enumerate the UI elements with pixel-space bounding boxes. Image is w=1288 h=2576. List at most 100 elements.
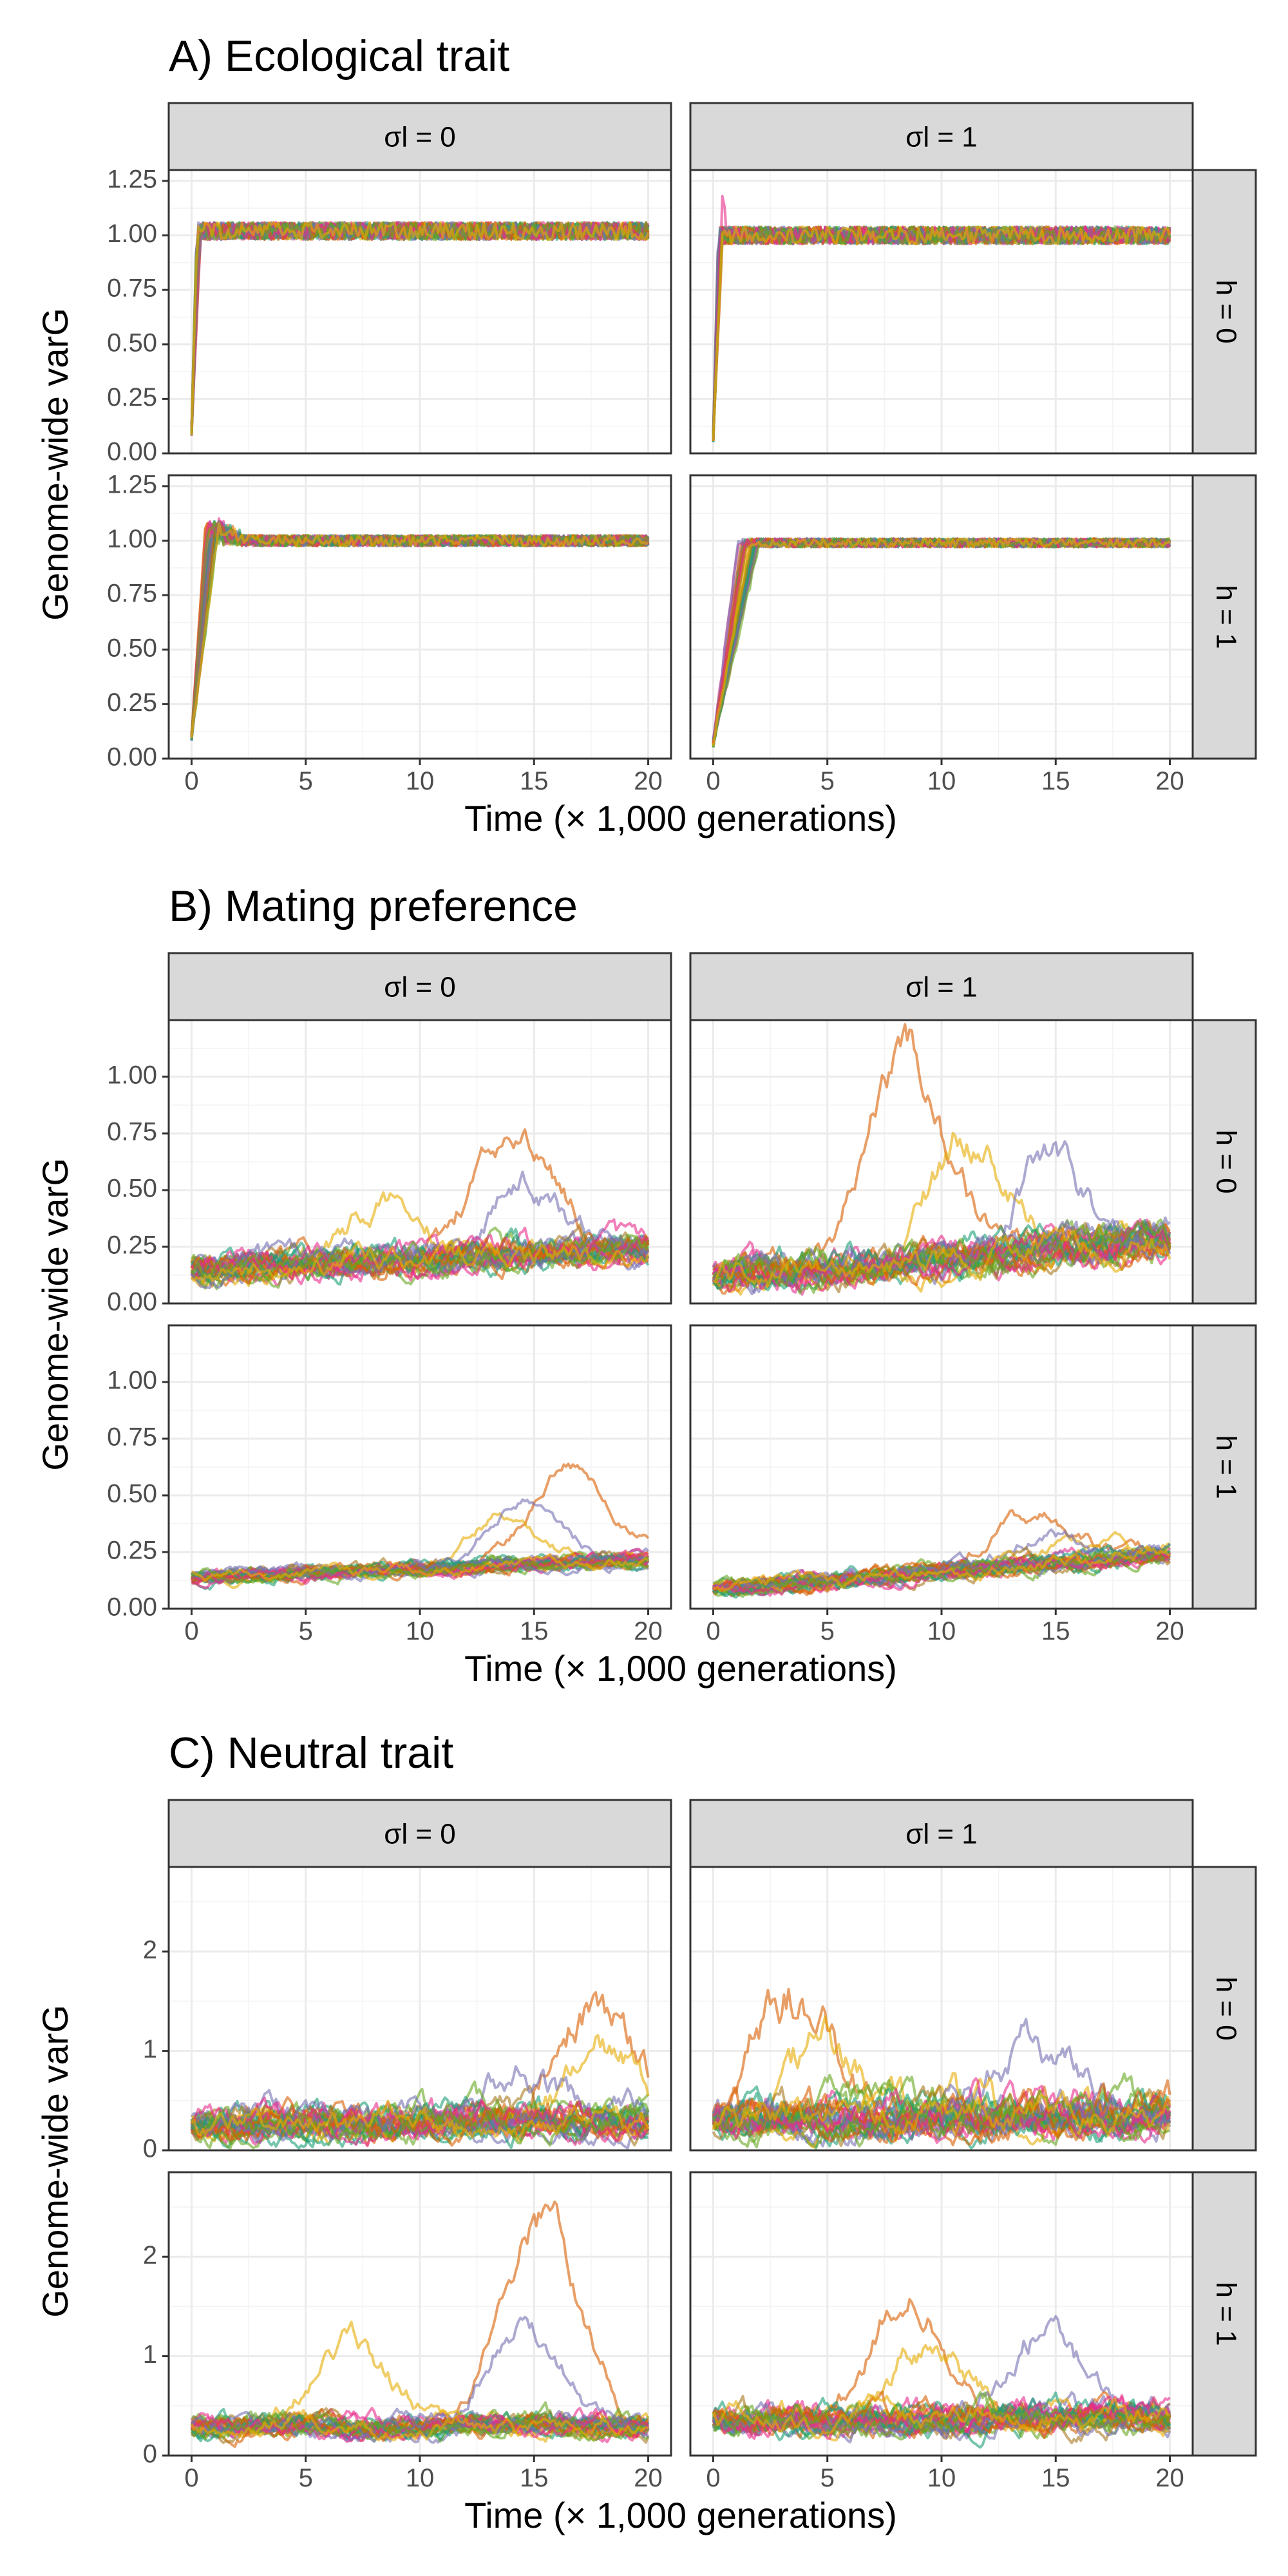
y-tick-label: 0.50 — [107, 634, 157, 662]
series-line — [712, 225, 1171, 441]
series-group — [712, 537, 1171, 748]
x-tick-label: 10 — [406, 2464, 435, 2492]
column-strip — [167, 102, 672, 171]
x-tick-label: 0 — [706, 2464, 720, 2492]
column-strip — [689, 102, 1194, 171]
y-tick-label: 0.25 — [107, 1537, 157, 1565]
y-tick-label: 0.75 — [107, 274, 157, 303]
row-strip-label: h = 1 — [1210, 1435, 1242, 1499]
x-tick-label: 20 — [1155, 1617, 1184, 1645]
y-tick-label: 0.75 — [107, 580, 157, 608]
y-tick-label: 0.75 — [107, 1118, 157, 1146]
x-tick-label: 5 — [820, 2464, 835, 2492]
y-tick-label: 1.00 — [107, 525, 157, 553]
x-tick-label: 15 — [520, 2464, 549, 2492]
x-tick-label: 15 — [520, 1617, 549, 1645]
y-tick-label: 0.00 — [107, 438, 157, 466]
series-line — [190, 2409, 649, 2441]
x-tick-label: 5 — [299, 2464, 313, 2492]
y-tick-label: 1.00 — [107, 1061, 157, 1090]
x-tick-label: 0 — [184, 1617, 198, 1645]
row-strip-label: h = 1 — [1210, 585, 1242, 649]
series-line — [712, 1232, 1171, 1289]
x-tick-label: 0 — [706, 1617, 720, 1645]
series-line — [712, 537, 1171, 746]
x-tick-label: 0 — [184, 767, 198, 795]
x-tick-label: 10 — [406, 1617, 435, 1645]
series-line — [190, 221, 650, 433]
series-group — [190, 1991, 650, 2150]
x-tick-label: 0 — [706, 767, 720, 795]
series-line — [712, 1220, 1171, 1287]
y-tick-label: 1.25 — [107, 470, 157, 498]
y-tick-label: 1 — [143, 2035, 157, 2063]
facet-panel: 0.00 0.25 0.50 0.75 1.00 1.25 0 5 10 15 20 — [107, 470, 672, 795]
series-line — [712, 1218, 1171, 1291]
series-group — [712, 1987, 1171, 2150]
x-tick-label: 5 — [299, 767, 313, 795]
x-tick-label: 15 — [520, 767, 549, 795]
chart-1: A) Ecological trait σl = 0 σl = 1 h = 0 h = … — [35, 32, 1257, 838]
chart-3: C) Neutral trait σl = 0 σl = 1 h = 0 h = 1 0 1… — [35, 1728, 1257, 2535]
y-tick-label: 0.25 — [107, 383, 157, 412]
column-strip-label: σl = 0 — [384, 122, 456, 153]
row-strip — [1191, 2171, 1257, 2457]
series-line — [712, 1546, 1171, 1593]
column-strip — [167, 952, 672, 1021]
y-tick-label: 0 — [143, 2135, 157, 2163]
row-strip — [1191, 1866, 1257, 2152]
x-axis-title: Time (× 1,000 generations) — [464, 2495, 897, 2535]
facet-panel — [689, 169, 1194, 455]
series-group — [190, 2200, 650, 2448]
facet-panel: 0.00 0.25 0.50 0.75 1.00 0 5 10 15 20 — [107, 1324, 672, 1645]
series-group — [190, 221, 650, 436]
y-tick-label: 0.25 — [107, 1231, 157, 1260]
y-tick-label: 1.00 — [107, 220, 157, 248]
x-tick-label: 10 — [927, 767, 956, 795]
facet-panel — [689, 1866, 1194, 2152]
x-tick-label: 15 — [1041, 2464, 1070, 2492]
row-strip-label: h = 0 — [1210, 1130, 1242, 1193]
chart-2: B) Mating preference σl = 0 σl = 1 h = 0 h =… — [35, 882, 1257, 1689]
column-strip — [689, 952, 1194, 1021]
x-axis-title: Time (× 1,000 generations) — [464, 1648, 897, 1689]
panel-border — [689, 1866, 1194, 2152]
y-axis-title: Genome-wide varG — [35, 1158, 75, 1471]
x-tick-label: 20 — [634, 767, 663, 795]
panel-border — [689, 1019, 1194, 1305]
column-strip — [167, 1799, 672, 1868]
series-line — [712, 2393, 1170, 2439]
x-tick-label: 20 — [1155, 2464, 1184, 2492]
series-group — [190, 1463, 650, 1591]
panel-border — [689, 169, 1194, 455]
series-line — [190, 1235, 650, 1285]
panel-border — [167, 169, 672, 455]
y-tick-label: 1 — [143, 2340, 157, 2369]
column-strip — [689, 1799, 1194, 1868]
chart-title: C) Neutral trait — [169, 1728, 453, 1777]
series-line — [191, 1553, 649, 1581]
series-line — [190, 221, 650, 435]
y-tick-label: 0.50 — [107, 1480, 157, 1508]
chart-title: B) Mating preference — [169, 882, 578, 931]
facet-panel — [689, 1019, 1194, 1305]
series-line — [712, 1226, 1171, 1287]
x-tick-label: 10 — [927, 2464, 956, 2492]
y-tick-label: 0.50 — [107, 328, 157, 357]
x-tick-label: 10 — [927, 1617, 956, 1645]
y-tick-label: 0.75 — [107, 1423, 157, 1452]
y-tick-label: 0 — [143, 2440, 157, 2468]
x-tick-label: 5 — [820, 767, 835, 795]
series-group — [712, 194, 1171, 442]
x-tick-label: 20 — [634, 2464, 663, 2492]
x-tick-label: 20 — [1155, 767, 1184, 795]
series-line — [190, 2102, 650, 2147]
column-strip-label: σl = 1 — [905, 1819, 978, 1850]
facet-panel: 0.00 0.25 0.50 0.75 1.00 1.25 — [107, 165, 672, 466]
series-line — [191, 1553, 649, 1582]
column-strip-label: σl = 1 — [905, 122, 978, 153]
y-axis-title: Genome-wide varG — [35, 308, 75, 621]
series-line — [712, 2401, 1171, 2441]
